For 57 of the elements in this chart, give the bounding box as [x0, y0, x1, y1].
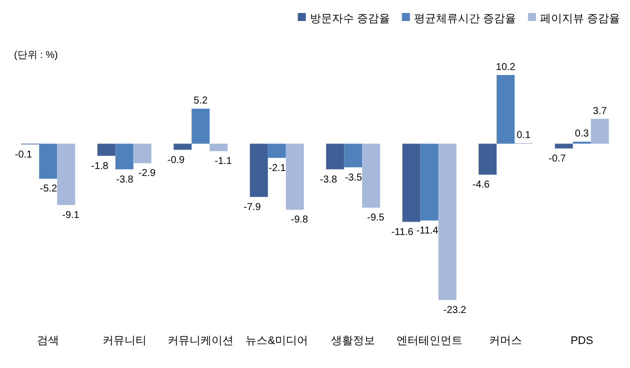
bar: [362, 144, 380, 208]
bar: [496, 75, 515, 144]
bar: [210, 144, 228, 152]
data-label: -3.8: [116, 174, 134, 186]
legend-label: 평균체류시간 증감율: [414, 13, 516, 25]
data-label: -9.5: [367, 212, 385, 224]
data-label: -23.2: [443, 305, 467, 316]
data-label: -4.6: [472, 180, 490, 191]
data-label: -5.2: [40, 184, 58, 195]
data-label: 10.2: [496, 62, 516, 73]
bar: [133, 144, 152, 164]
x-tick-label: 커뮤니티: [102, 335, 146, 347]
bar: [174, 144, 192, 150]
data-label: -2.1: [268, 162, 286, 174]
text: (단위 : %): [14, 50, 58, 61]
data-label: -3.5: [344, 172, 363, 184]
legend-label: 페이지뷰 증감율: [540, 13, 620, 25]
bar: [402, 144, 420, 222]
x-tick-label: 검색: [37, 335, 60, 347]
bar: [250, 144, 268, 197]
legend-label: 방문자수 증감율: [310, 13, 390, 25]
data-label: -0.7: [548, 153, 566, 164]
bar: [420, 144, 438, 221]
x-tick-label: 커머스: [489, 335, 522, 347]
bar: [554, 144, 573, 148]
data-label: 0.3: [574, 128, 590, 140]
bar: [57, 144, 76, 206]
data-label: -3.8: [320, 174, 338, 186]
data-label: -9.8: [290, 214, 309, 226]
x-tick-label: 뉴스&미디어: [246, 335, 308, 347]
bar: [39, 144, 58, 179]
data-label: 0.1: [516, 130, 532, 142]
data-label: -2.9: [138, 168, 156, 180]
bar: [286, 144, 304, 210]
data-label: -7.9: [244, 202, 262, 213]
data-label: -0.9: [167, 154, 186, 166]
data-label: -1.1: [214, 156, 232, 168]
bar: [438, 144, 456, 300]
data-label: 5.2: [194, 96, 208, 107]
bar: [192, 108, 210, 144]
data-label: -11.6: [391, 226, 414, 238]
data-label: -1.8: [91, 160, 109, 172]
bar: [326, 144, 344, 170]
data-label: -0.1: [14, 149, 33, 160]
bar: [115, 144, 134, 170]
bar: [97, 144, 116, 156]
x-tick-label: 생활정보: [331, 335, 376, 347]
bar: [268, 144, 286, 158]
bar: [478, 144, 497, 175]
data-label: -11.4: [416, 226, 439, 237]
x-tick-label: 커뮤니케이션: [168, 335, 234, 347]
x-tick-label: PDS: [570, 335, 594, 347]
data-label: 3.7: [592, 106, 608, 117]
data-label: -9.1: [62, 210, 80, 222]
bar: [590, 118, 609, 144]
bar: [344, 144, 362, 168]
x-tick-label: 엔터테인먼트: [396, 335, 462, 347]
